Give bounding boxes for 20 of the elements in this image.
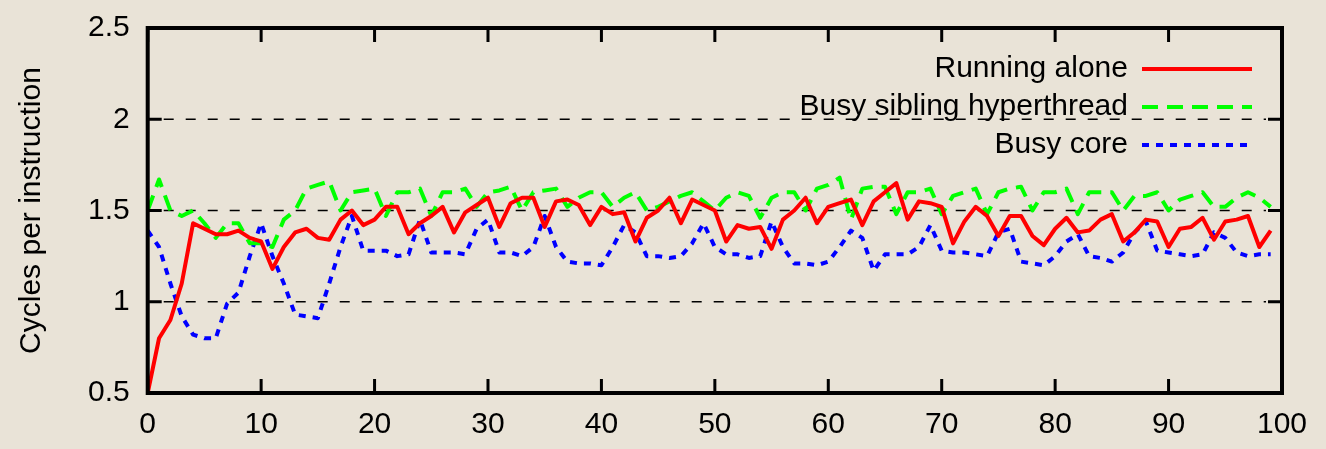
y-tick-label: 2.5 [87,9,130,43]
x-tick-label: 0 [139,406,157,440]
x-tick-label: 30 [471,406,505,440]
x-tick-label: 20 [357,406,392,440]
y-tick-label: 0.5 [87,374,130,408]
x-tick-label: 60 [811,406,845,440]
x-tick-label: 10 [244,406,278,440]
legend-label: Busy core [994,126,1128,160]
y-tick-label: 2 [113,100,130,134]
x-tick-label: 40 [584,406,619,440]
y-tick-label: 1.5 [87,191,130,225]
legend-label: Running alone [934,50,1128,84]
y-tick-label: 1 [113,283,130,317]
x-tick-label: 50 [698,406,732,440]
legend-label: Busy sibling hyperthread [799,88,1128,122]
x-tick-label: 80 [1038,406,1072,440]
x-tick-label: 100 [1256,406,1308,440]
x-tick-label: 70 [925,406,959,440]
y-axis-title: Cycles per instruction [13,67,47,354]
x-tick-label: 90 [1151,406,1186,440]
